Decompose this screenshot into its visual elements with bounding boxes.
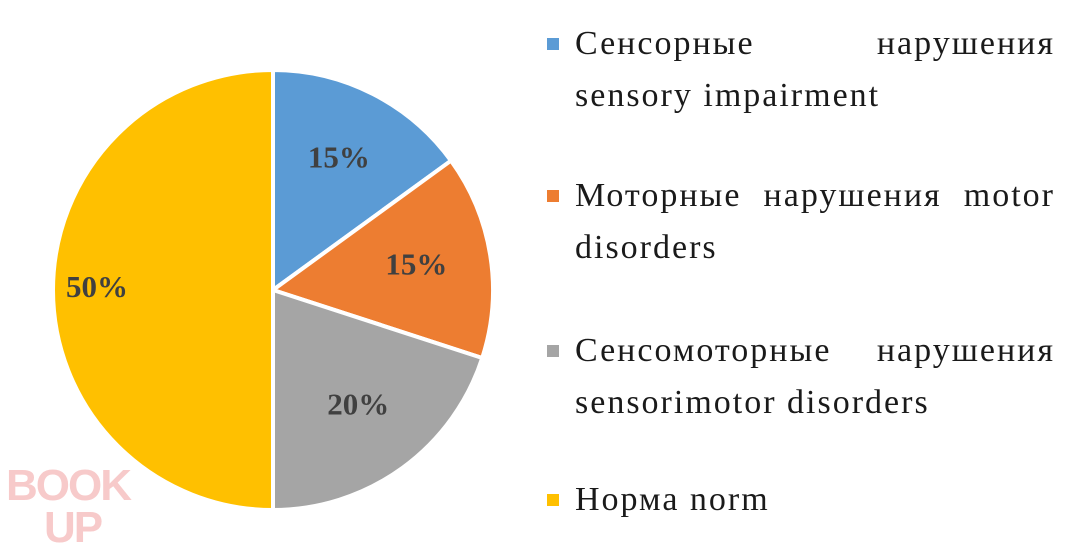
data-label-norm: 50% — [66, 269, 128, 304]
data-label-sensory: 15% — [308, 140, 370, 175]
pie-slice-norm — [51, 67, 275, 513]
pie-slice-motor — [268, 157, 495, 361]
pie-slice-sensory — [271, 67, 454, 294]
pie-data-labels: 15% 15% 20% 50% — [66, 140, 447, 422]
legend-marker-sensory — [547, 38, 559, 50]
legend-item-sensory: Сенсорные нарушения sensory impairment — [545, 18, 1055, 122]
svg-text:UP: UP — [44, 503, 102, 546]
pie-slice-sensorimotor — [271, 287, 485, 513]
legend-marker-motor — [547, 190, 559, 202]
svg-text:BOOK: BOOK — [6, 461, 132, 510]
legend-item-sensorimotor: Сенсомоторные нарушения sensorimotor dis… — [545, 325, 1055, 429]
legend-label-norm: Норма norm — [575, 481, 770, 518]
legend-marker-sensorimotor — [547, 345, 559, 357]
bookup-watermark-logo: BOOK UP — [6, 461, 134, 546]
legend-marker-norm — [547, 494, 559, 506]
legend-item-norm: Норма norm — [545, 474, 1055, 526]
data-label-motor: 15% — [385, 246, 447, 281]
legend-item-motor: Моторные нарушения motor disorders — [545, 170, 1055, 274]
legend-label-sensory: Сенсорные нарушения sensory impairment — [575, 25, 1055, 114]
legend-label-sensorimotor: Сенсомоторные нарушения sensorimotor dis… — [575, 332, 1055, 421]
data-label-sensorimotor: 20% — [327, 387, 389, 422]
pie-slices — [51, 67, 495, 513]
legend-label-motor: Моторные нарушения motor disorders — [575, 177, 1055, 266]
